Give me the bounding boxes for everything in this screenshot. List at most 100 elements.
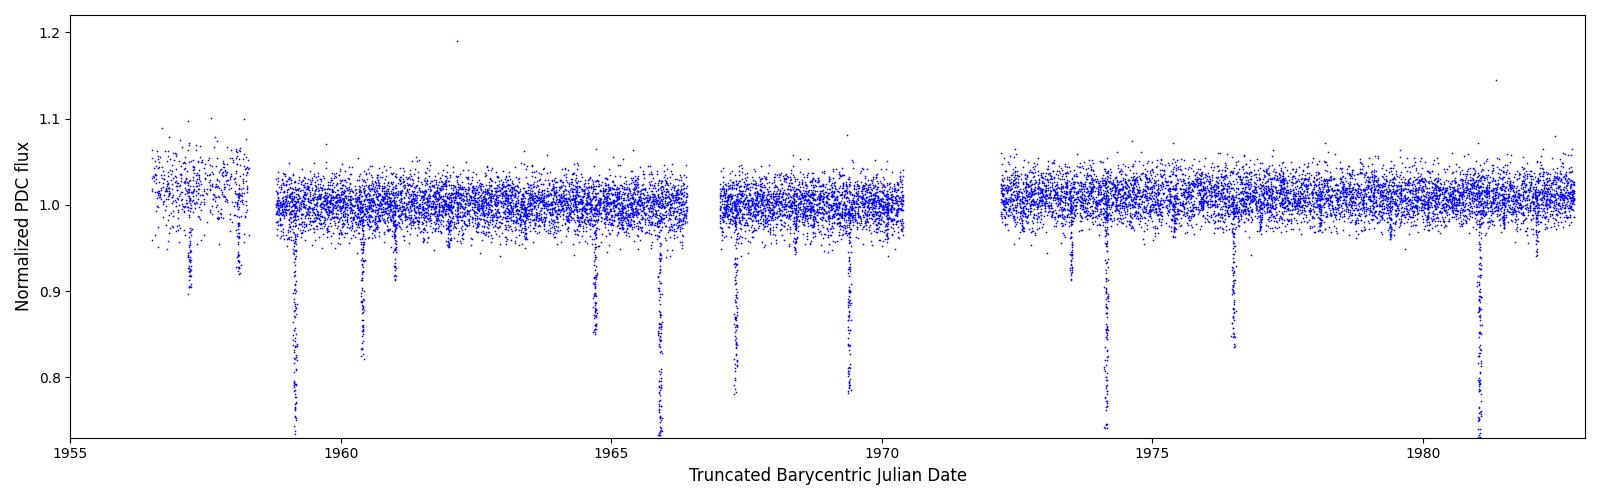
Point [1030,194,1056,202]
Point [1418,169,1443,177]
Point [190,198,216,206]
Point [1488,192,1514,200]
Point [600,178,626,186]
Point [763,201,789,209]
Point [278,180,304,188]
Point [1221,330,1246,338]
Point [1131,186,1157,194]
Point [226,256,251,264]
Point [1387,194,1413,202]
Point [1491,192,1517,200]
Point [1174,188,1200,196]
Point [1024,214,1050,222]
Point [1179,180,1205,188]
Point [1088,183,1114,191]
Point [1269,178,1294,186]
Point [358,185,384,193]
Point [1269,199,1294,207]
Point [600,190,626,198]
Point [837,238,862,246]
Point [398,206,424,214]
Point [845,211,870,219]
Point [629,226,654,234]
Point [880,214,906,222]
Point [432,211,458,219]
Point [1274,188,1299,196]
Point [733,210,758,218]
Point [410,220,435,228]
Point [478,192,504,200]
Point [728,216,754,224]
Point [555,216,581,224]
Point [178,266,203,274]
Point [1179,162,1205,170]
Point [538,218,563,226]
Point [357,215,382,223]
Point [992,198,1018,206]
Point [547,190,573,198]
Point [1405,208,1430,216]
Point [851,200,877,207]
Point [990,154,1016,162]
Point [1090,178,1115,186]
Point [664,188,690,196]
Point [1102,196,1128,204]
Point [590,198,616,206]
Point [827,212,853,220]
Point [1221,224,1246,232]
Point [669,188,694,196]
Point [795,186,821,194]
Point [542,208,568,216]
Point [1131,204,1157,212]
Point [352,210,378,218]
Point [414,198,440,206]
Point [757,224,782,232]
Point [782,218,808,226]
Point [438,191,464,199]
Point [578,207,603,215]
Point [886,174,912,182]
Point [491,210,517,218]
Point [840,198,866,205]
Point [466,218,491,226]
Point [576,176,602,184]
Point [821,212,846,220]
Point [288,214,314,222]
Point [1440,206,1466,214]
Point [478,220,504,228]
Point [306,170,331,177]
Point [1155,204,1181,212]
Point [1469,199,1494,207]
Point [792,204,818,212]
Point [1059,232,1085,240]
Point [1480,194,1506,202]
Point [733,184,758,192]
Point [1099,190,1125,198]
Point [810,187,835,195]
Point [1045,188,1070,196]
Point [1382,181,1408,189]
Point [1282,179,1307,187]
Point [493,172,518,180]
Point [1254,177,1280,185]
Point [472,192,498,200]
Point [434,202,459,210]
Point [1202,198,1227,206]
Point [1248,222,1274,230]
Point [307,224,333,232]
Point [1125,188,1150,196]
Point [283,202,309,209]
Point [144,207,170,215]
Point [1358,160,1384,168]
Point [1378,198,1403,205]
Point [200,168,226,175]
Point [723,192,749,200]
Point [1248,226,1274,234]
Point [747,185,773,193]
Point [226,221,251,229]
Point [661,197,686,205]
Point [866,219,891,227]
Point [1512,164,1538,172]
Point [1485,180,1510,188]
Point [382,173,408,181]
